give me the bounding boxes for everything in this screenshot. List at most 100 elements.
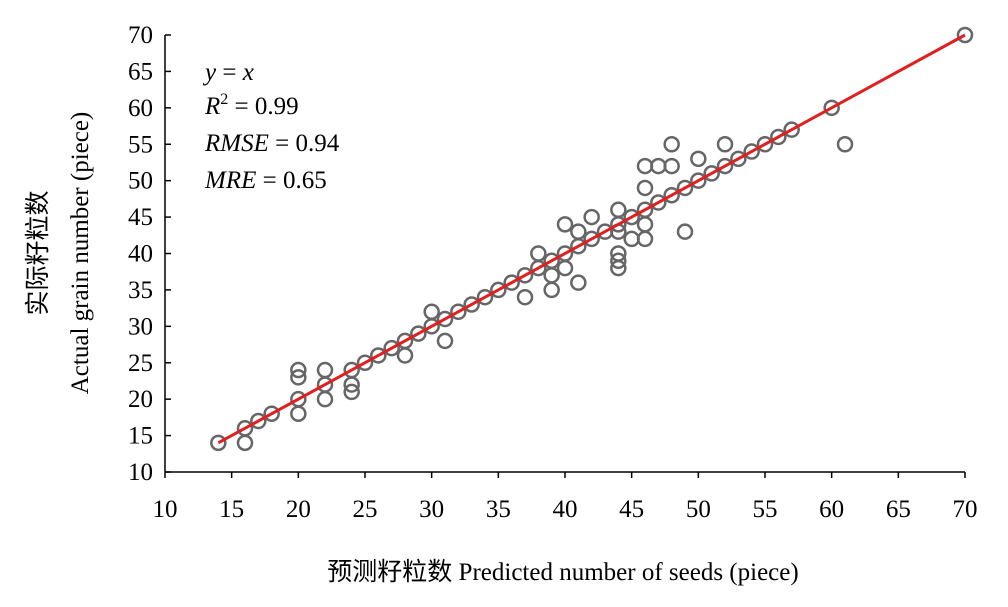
data-point [436,332,454,350]
data-point [663,157,680,175]
data-point [623,230,640,248]
data-point [530,245,547,262]
data-point [476,288,494,306]
data-point [743,143,760,160]
data-point [290,361,307,379]
data-point [516,288,534,306]
data-point [516,267,534,284]
y-tick-label: 60 [128,95,153,122]
x-tick-label: 30 [419,496,444,523]
data-point [316,390,334,408]
annot-r-sup: 2 [220,91,228,108]
data-point [676,223,694,240]
annotation-block: y = x R2 = 0.99 RMSE = 0.94 MRE = 0.65 [202,59,340,194]
annot-eq: = [216,59,243,86]
x-tick-label: 45 [619,496,644,523]
x-tick-label: 35 [486,496,511,523]
data-point [570,274,587,291]
annot-y-var: y [202,59,217,86]
annotation-line-4: MRE = 0.65 [204,167,327,194]
y-axis-title: 实际籽粒数 Actual grain number (piece) [24,112,94,395]
annot-rmse-var: RMSE [204,130,269,157]
y-tick-label: 55 [128,131,153,158]
y-axis-title-en: Actual grain number (piece) [67,112,94,395]
x-tick-label: 20 [286,496,311,523]
data-point [716,157,734,175]
data-point [263,405,280,422]
annot-x-var: x [242,59,254,86]
x-tick-label: 70 [953,496,978,523]
y-tick-label: 15 [128,423,153,450]
data-point [290,405,307,422]
data-point [730,150,747,168]
data-point [783,121,800,138]
data-point [703,165,720,182]
data-point [650,194,667,211]
y-tick-label: 10 [128,459,153,486]
data-point [236,434,254,452]
data-point [463,296,480,313]
data-point [356,354,374,371]
x-axis-title: 预测籽粒数 Predicted number of seeds (piece) [327,558,798,586]
data-point [663,136,680,153]
x-tick-label: 25 [353,496,378,523]
y-tick-label: 25 [128,350,153,377]
data-point [610,201,627,219]
data-point [663,186,680,204]
data-point [650,157,667,175]
data-point [690,150,707,168]
data-point [490,281,507,299]
data-point [636,157,654,175]
data-point [543,267,560,284]
data-point [423,303,440,321]
data-point [956,26,974,44]
data-point [716,136,734,153]
x-tick-label: 40 [553,496,578,523]
data-point [770,128,787,146]
x-tick-label: 55 [753,496,778,523]
data-point [690,172,707,189]
data-point [636,230,654,248]
y-tick-label: 30 [128,313,153,340]
x-tick-label: 60 [819,496,844,523]
annot-r-var: R [204,93,220,120]
data-point [236,420,254,437]
data-point [636,216,654,233]
y-tick-label: 40 [128,241,153,268]
data-point [396,332,414,350]
data-point [636,201,654,219]
data-point [556,245,574,262]
data-point [370,347,387,364]
data-point [436,310,454,328]
data-point [290,390,307,408]
fit-line [217,33,966,445]
y-tick-label: 35 [128,277,153,304]
x-axis-ticks: 10 15 20 25 30 35 40 45 50 55 60 65 70 [153,472,978,523]
data-point [343,383,360,401]
data-point [676,179,694,197]
y-tick-label: 45 [128,204,153,231]
data-point [583,208,600,226]
data-points [210,26,974,452]
annotation-line-2: R2 = 0.99 [204,91,299,120]
data-point [250,412,267,430]
data-point [610,252,627,270]
data-point [396,347,414,364]
data-point [383,339,400,357]
annotation-line-1: y = x [202,59,254,86]
data-point [623,208,640,226]
data-point [610,245,627,262]
y-tick-label: 50 [128,168,153,195]
annot-rmse-value: = 0.94 [269,130,340,157]
data-point [543,252,560,270]
x-tick-label: 50 [686,496,711,523]
data-point [570,223,587,240]
y-axis-ticks: 10 15 20 25 30 35 40 45 50 55 60 65 70 [128,22,171,486]
y-axis-title-cn: 实际籽粒数 [24,190,52,315]
x-tick-label: 15 [219,496,244,523]
data-point [503,274,520,291]
data-point [290,369,307,386]
data-point [316,361,334,379]
data-point [543,281,560,299]
